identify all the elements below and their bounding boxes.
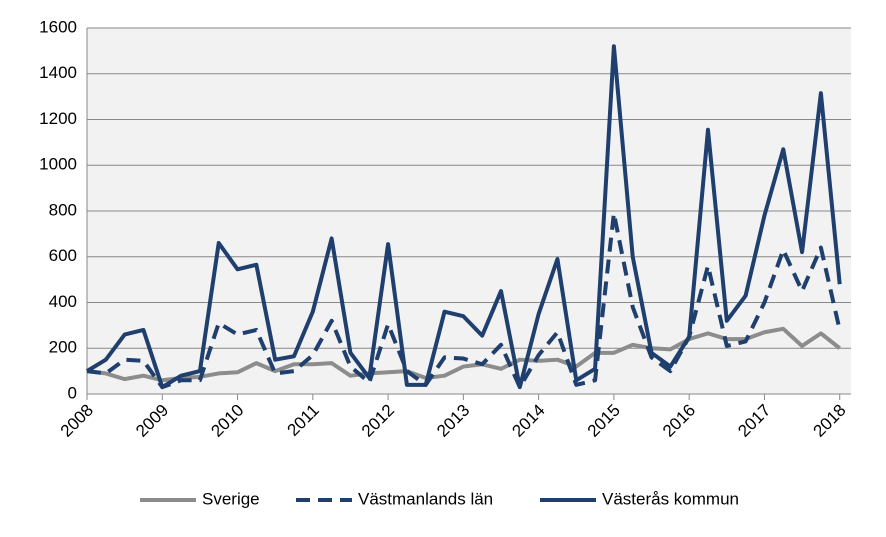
y-tick-label: 600 bbox=[49, 246, 77, 265]
x-tick-label: 2011 bbox=[284, 401, 323, 440]
legend-label: Västerås kommun bbox=[602, 489, 739, 508]
legend-label: Västmanlands län bbox=[358, 489, 493, 508]
x-tick-label: 2009 bbox=[132, 401, 172, 441]
x-tick-label: 2008 bbox=[57, 401, 97, 441]
series-line bbox=[86, 211, 842, 390]
y-tick-label: 1600 bbox=[39, 17, 77, 36]
x-tick-label: 2015 bbox=[584, 401, 624, 441]
legend-label: Sverige bbox=[202, 489, 260, 508]
y-tick-label: 1200 bbox=[39, 109, 77, 128]
x-tick-label: 2014 bbox=[508, 401, 548, 441]
y-tick-label: 0 bbox=[68, 383, 77, 402]
x-tick-label: 2018 bbox=[810, 401, 850, 441]
series-line bbox=[86, 326, 841, 383]
y-tick-label: 400 bbox=[49, 292, 77, 311]
y-tick-label: 800 bbox=[49, 200, 77, 219]
y-tick-label: 1400 bbox=[39, 63, 77, 82]
y-tick-label: 1000 bbox=[39, 155, 77, 174]
x-tick-label: 2010 bbox=[207, 401, 247, 441]
x-tick-label: 2016 bbox=[659, 401, 699, 441]
x-tick-label: 2013 bbox=[433, 401, 473, 441]
x-tick-label: 2017 bbox=[734, 401, 774, 441]
x-tick-label: 2012 bbox=[358, 401, 398, 441]
y-tick-label: 200 bbox=[49, 338, 77, 357]
series-line bbox=[85, 44, 842, 390]
